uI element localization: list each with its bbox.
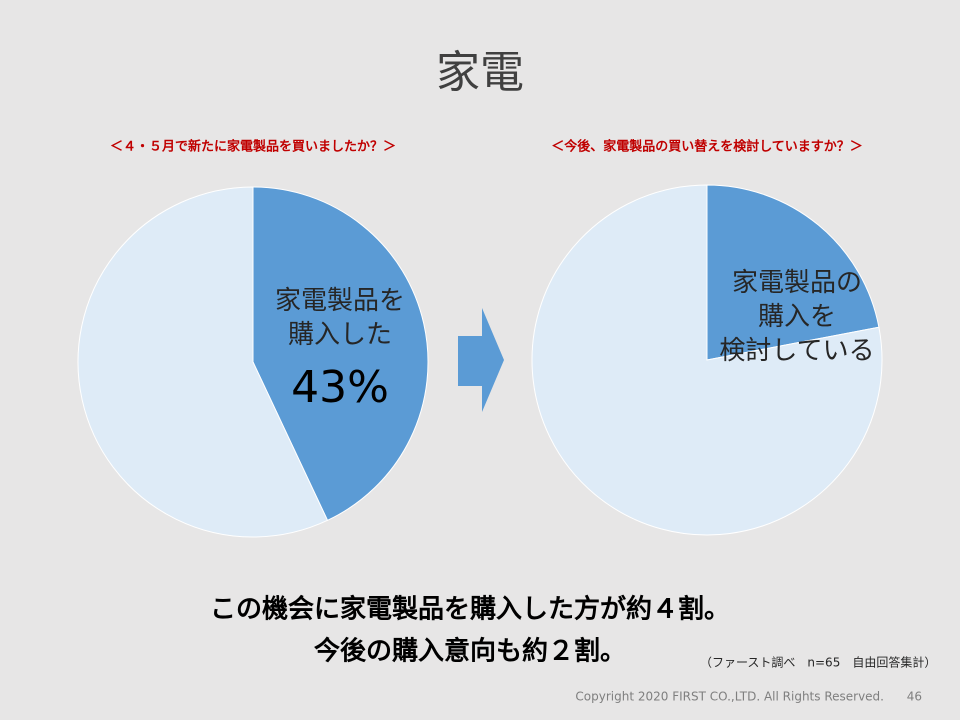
chart-subtitle: ＜４・５月で新たに家電製品を買いましたか？＞ [110,139,396,155]
conclusion: 今後の購入意向も約２割。 [314,636,626,667]
pie-slice [252,186,429,522]
slide-title: 家電 [436,47,524,98]
data-label: 43% [291,362,389,413]
chart-subtitle: ＜今後、家電製品の買い替えを検討していますか？＞ [551,139,863,155]
conclusion: この機会に家電製品を購入した方が約４割。 [210,594,730,625]
page-number: 46 [907,690,922,704]
pie-slice [531,184,883,536]
pie-slice [706,184,880,361]
arrow [458,308,504,412]
source-note: （ファースト調べ n=65 自由回答集計） [700,655,936,670]
copyright: Copyright 2020 FIRST CO.,LTD. All Rights… [575,690,884,704]
slice-label: 家電製品の 購入を 検討している [719,268,875,366]
slice-label: 家電製品を 購入した [274,286,406,350]
pie-slice [77,186,329,538]
